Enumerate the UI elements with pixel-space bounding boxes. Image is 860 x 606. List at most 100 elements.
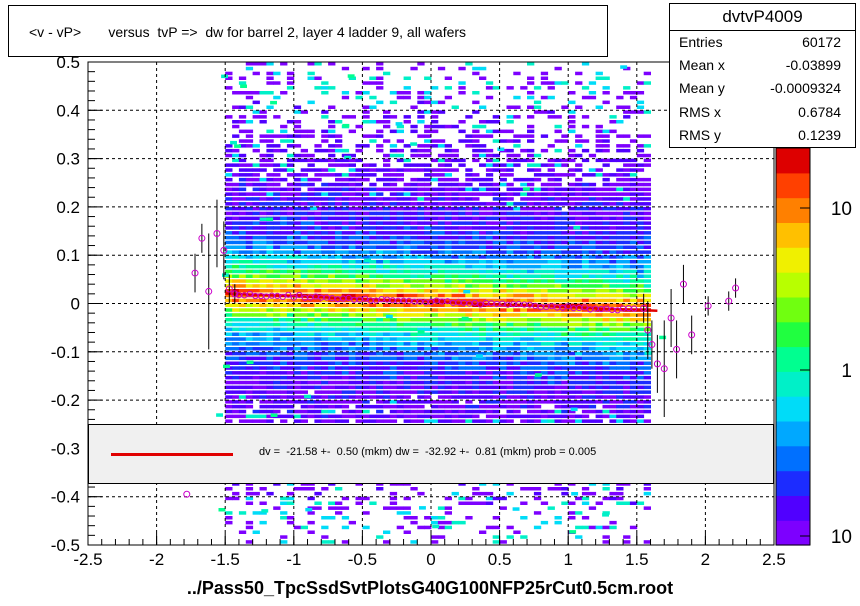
heatmap-cell: [259, 313, 267, 317]
heatmap-cell: [389, 356, 398, 361]
heatmap-cell: [225, 250, 233, 254]
heatmap-cell: [561, 250, 569, 254]
heatmap-cell: [232, 337, 240, 341]
heatmap-cell: [602, 279, 610, 283]
heatmap-cell: [629, 202, 638, 206]
heatmap-cell: [465, 274, 473, 278]
heatmap-cell: [595, 260, 603, 264]
heatmap-cell: [465, 144, 473, 148]
heatmap-cell: [492, 158, 500, 163]
heatmap-cell: [485, 332, 494, 336]
heatmap-cell: [232, 250, 240, 254]
heatmap-cell: [252, 173, 260, 177]
heatmap-cell: [376, 337, 384, 341]
heatmap-cell: [383, 153, 391, 158]
heatmap-cell: [424, 269, 432, 274]
heatmap-cell: [307, 260, 315, 264]
heatmap-cell: [616, 327, 624, 332]
heatmap-cell: [568, 404, 576, 409]
heatmap-cell: [293, 318, 302, 322]
heatmap-cell: [410, 142, 418, 146]
heatmap-cell: [335, 395, 343, 399]
heatmap-cell: [595, 303, 603, 307]
heatmap-cell: [293, 250, 302, 254]
heatmap-cell: [609, 525, 617, 530]
heatmap-cell: [554, 390, 562, 394]
heatmap-cell: [623, 298, 631, 303]
heatmap-cell: [444, 148, 452, 153]
heatmap-cell: [533, 289, 542, 293]
heatmap-cell: [636, 414, 645, 419]
heatmap-cell: [575, 404, 583, 409]
profile-marker: [205, 287, 213, 295]
heatmap-cell: [396, 124, 404, 129]
heatmap-cell: [314, 274, 322, 278]
heatmap-cell: [492, 318, 500, 322]
heatmap-cell: [431, 318, 439, 322]
heatmap-cell: [623, 192, 631, 196]
heatmap-cell: [341, 187, 350, 192]
heatmap-cell: [348, 351, 356, 356]
heatmap-cell: [458, 356, 466, 361]
heatmap-cell: [458, 66, 466, 71]
heatmap-cell: [458, 371, 466, 375]
heatmap-cell: [321, 322, 329, 327]
heatmap-cell: [362, 197, 370, 201]
heatmap-cell: [575, 342, 583, 346]
heatmap-cell: [499, 173, 507, 177]
heatmap-cell: [286, 264, 295, 269]
heatmap-cell: [245, 129, 254, 134]
heatmap-cell: [355, 400, 363, 404]
heatmap-cell: [424, 95, 432, 100]
profile-marker: [373, 297, 380, 304]
heatmap-cell: [321, 356, 329, 361]
heatmap-cell: [431, 371, 439, 375]
heatmap-cell: [465, 197, 473, 201]
heatmap-cell: [472, 487, 480, 491]
heatmap-cell: [286, 240, 295, 245]
heatmap-cell: [293, 313, 302, 317]
heatmap-cell: [307, 356, 315, 361]
heatmap-cell: [444, 235, 452, 240]
heatmap-cell: [595, 192, 603, 196]
heatmap-cell: [437, 124, 446, 129]
heatmap-cell: [540, 274, 549, 278]
heatmap-cell: [527, 129, 535, 134]
heatmap-cell: [232, 91, 240, 95]
heatmap-cell: [492, 375, 500, 380]
heatmap-cell: [328, 303, 336, 307]
heatmap-cell: [424, 226, 432, 230]
heatmap-cell: [492, 115, 500, 119]
heatmap-cell: [369, 245, 377, 249]
heatmap-cell: [499, 337, 507, 341]
heatmap-cell: [506, 409, 514, 414]
heatmap-cell: [376, 385, 384, 390]
heatmap-cell: [499, 279, 507, 283]
heatmap-cell: [561, 221, 569, 225]
heatmap-cell: [417, 419, 425, 423]
heatmap-cell: [410, 520, 418, 525]
heatmap-cell: [623, 361, 631, 365]
heatmap-cell: [485, 274, 494, 278]
heatmap-cell: [581, 284, 590, 288]
heatmap-cell: [259, 520, 267, 525]
heatmap-cell: [595, 419, 603, 423]
heatmap-cell: [314, 332, 322, 336]
profile-marker: [644, 326, 652, 334]
heatmap-cell: [321, 274, 329, 278]
heatmap-cell: [506, 255, 514, 259]
heatmap-cell: [472, 313, 480, 317]
heatmap-cell: [602, 177, 610, 182]
heatmap-cell: [259, 380, 267, 385]
heatmap-cell: [376, 255, 384, 259]
heatmap-cell: [547, 395, 555, 399]
stat-row-mean-y: Mean y -0.0009324: [670, 80, 855, 103]
heatmap-cell: [533, 318, 542, 322]
heatmap-cell: [348, 168, 356, 172]
heatmap-cell: [314, 240, 322, 245]
heatmap-cell: [547, 197, 555, 201]
heatmap-cell: [259, 139, 267, 143]
heatmap-cell: [547, 342, 555, 346]
heatmap-cell: [410, 351, 418, 356]
heatmap-cell: [369, 274, 377, 278]
